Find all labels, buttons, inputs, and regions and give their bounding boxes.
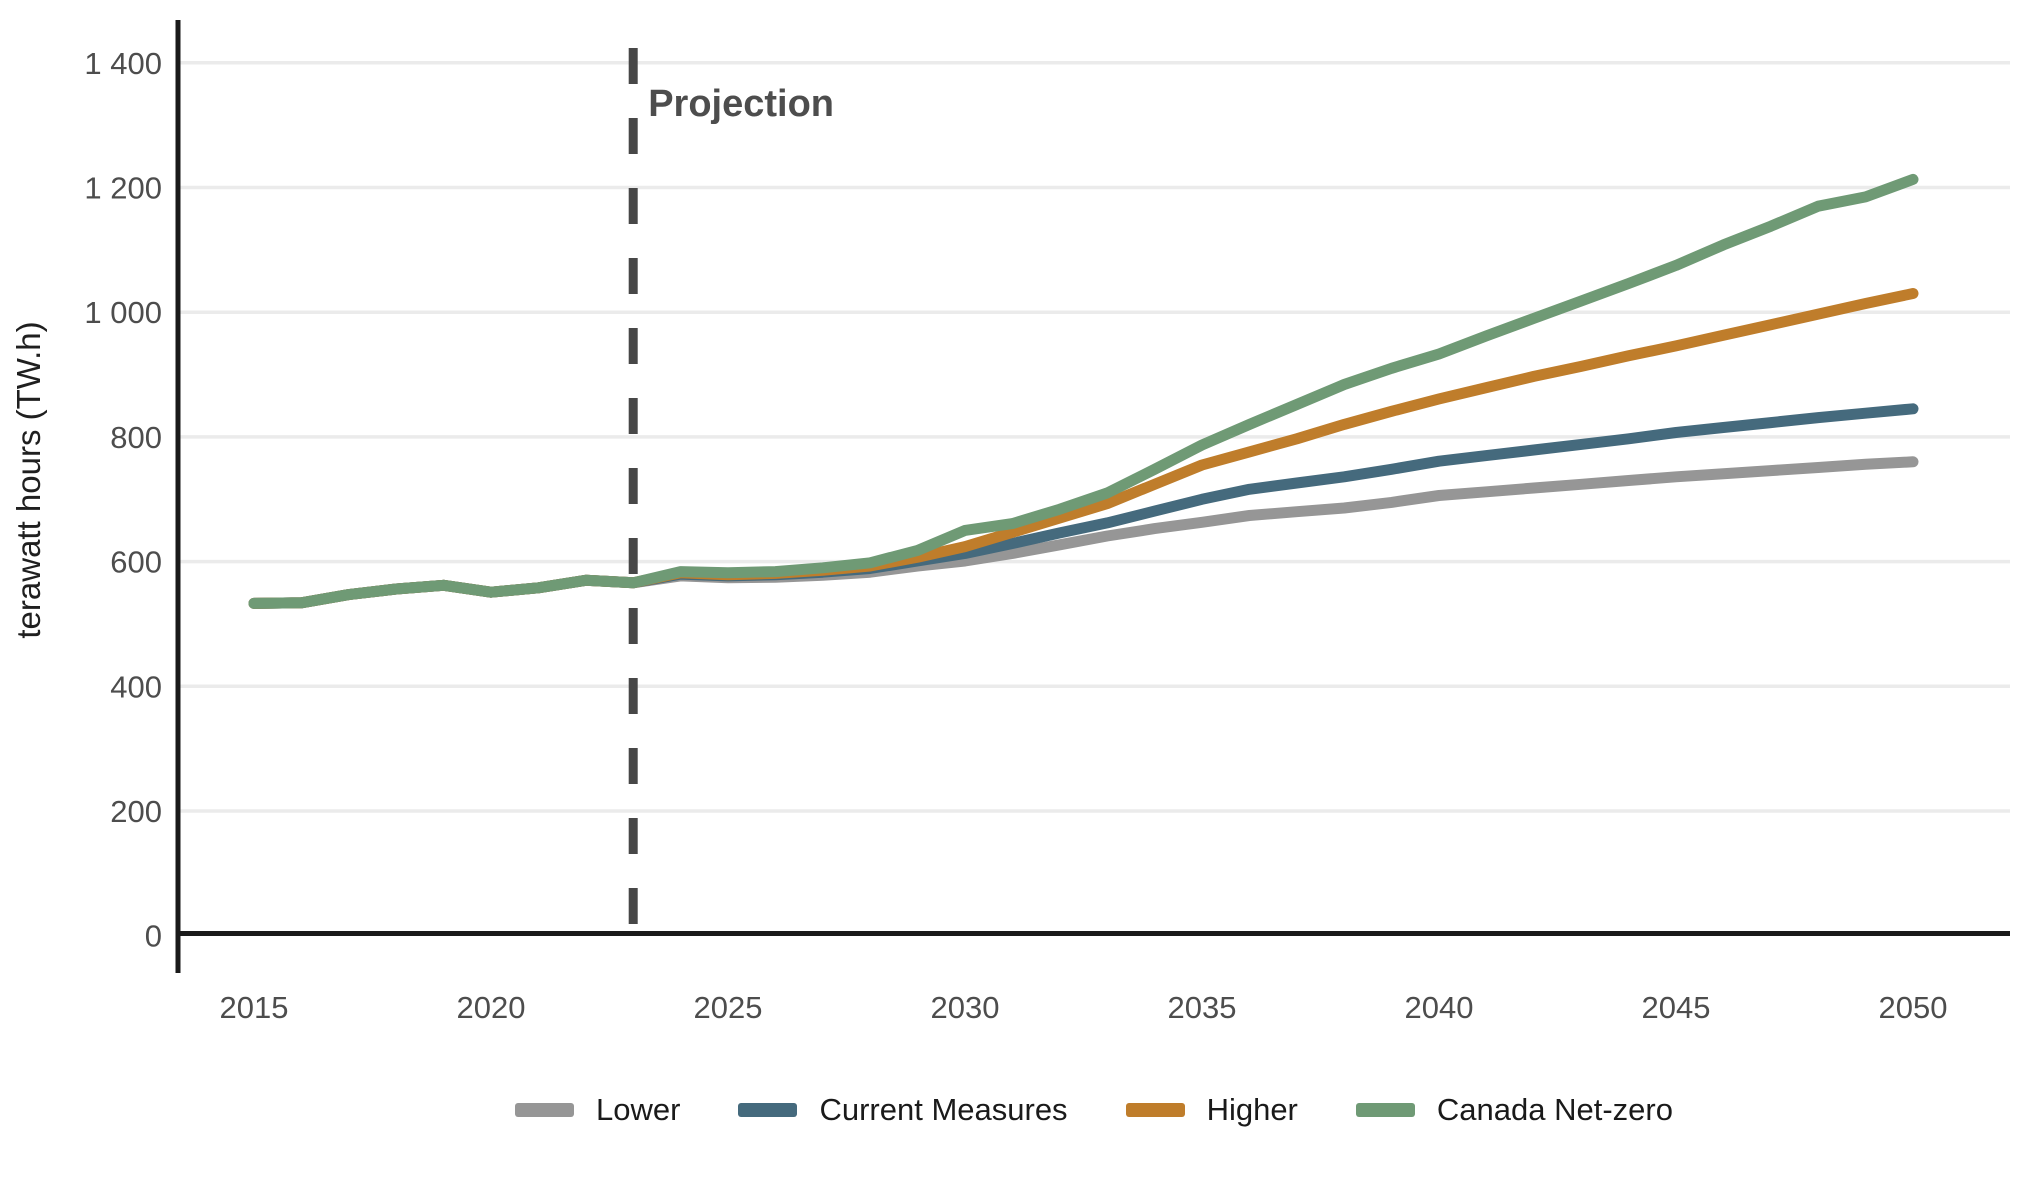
x-tick-label-2045: 2045 [1642, 990, 1711, 1025]
legend-label-higher: Higher [1206, 1092, 1298, 1127]
legend-item-canada-net-zero: Canada Net-zero [1355, 1092, 1673, 1128]
y-tick-labels: 0 200 400 600 800 1 000 1 200 1 400 [84, 46, 162, 954]
y-tick-label-200: 200 [110, 794, 162, 829]
series-lines [248, 173, 1919, 609]
x-tick-label-2040: 2040 [1405, 990, 1474, 1025]
series-line-canada-net-zero [248, 173, 1919, 609]
legend-label-canada-net-zero: Canada Net-zero [1436, 1092, 1673, 1127]
legend-label-current-measures: Current Measures [819, 1092, 1068, 1127]
legend-item-lower: Lower [515, 1092, 680, 1128]
y-tick-label-600: 600 [110, 545, 162, 580]
x-tick-label-2020: 2020 [457, 990, 526, 1025]
y-axis-title: terawatt hours (TW.h) [10, 321, 47, 638]
x-tick-label-2015: 2015 [220, 990, 289, 1025]
y-tick-label-1200: 1 200 [84, 171, 162, 206]
legend-swatch-higher [1125, 1103, 1185, 1117]
legend-swatch-lower [515, 1103, 575, 1117]
legend-item-higher: Higher [1125, 1092, 1298, 1128]
x-tick-label-2035: 2035 [1168, 990, 1237, 1025]
chart-legend: Lower Current Measures Higher Canada Net-ze… [178, 1092, 2010, 1128]
series-line-higher [248, 288, 1919, 609]
x-tick-label-2030: 2030 [931, 990, 1000, 1025]
y-tick-label-1400: 1 400 [84, 46, 162, 81]
legend-label-lower: Lower [596, 1092, 681, 1127]
y-tick-label-400: 400 [110, 669, 162, 704]
y-tick-label-1000: 1 000 [84, 295, 162, 330]
x-tick-labels: 2015 2020 2025 2030 2035 2040 2045 2050 [220, 990, 1948, 1025]
projection-label: Projection [648, 83, 834, 125]
legend-item-current-measures: Current Measures [738, 1092, 1068, 1128]
legend-swatch-canada-net-zero [1355, 1103, 1415, 1117]
gridlines [180, 61, 2010, 813]
line-chart-canvas: 0 200 400 600 800 1 000 1 200 1 400 2015 2020 202… [10, 20, 2010, 1025]
legend-swatch-current-measures [738, 1103, 798, 1117]
y-tick-label-800: 800 [110, 420, 162, 455]
y-tick-label-0: 0 [145, 919, 162, 954]
x-tick-label-2050: 2050 [1879, 990, 1948, 1025]
x-tick-label-2025: 2025 [694, 990, 763, 1025]
